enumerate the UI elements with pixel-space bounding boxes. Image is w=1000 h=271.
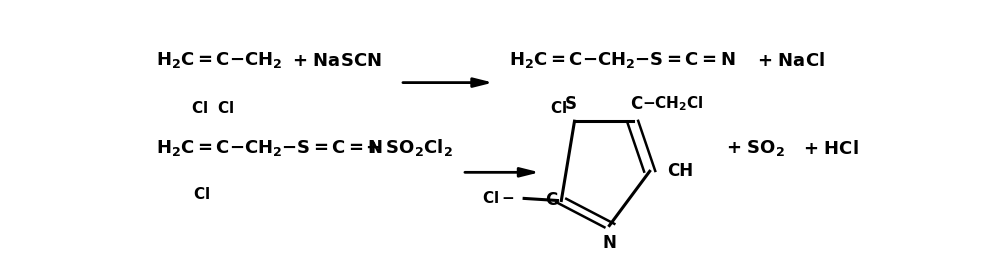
Text: C: C <box>630 95 643 113</box>
Text: $\mathbf{+\ NaCl}$: $\mathbf{+\ NaCl}$ <box>757 52 825 70</box>
Text: CH: CH <box>667 162 693 180</box>
Text: $\mathbf{-CH_2Cl}$: $\mathbf{-CH_2Cl}$ <box>642 94 704 113</box>
Text: $\mathbf{+\ HCl}$: $\mathbf{+\ HCl}$ <box>803 140 859 158</box>
Text: N: N <box>602 234 616 252</box>
Text: $\mathbf{H_2C{=}C{-}CH_2{-}S{=}C{=}N}$: $\mathbf{H_2C{=}C{-}CH_2{-}S{=}C{=}N}$ <box>509 50 735 70</box>
Text: $\mathbf{+\ SO_2Cl_2}$: $\mathbf{+\ SO_2Cl_2}$ <box>365 137 453 158</box>
Text: $\mathbf{+\ NaSCN}$: $\mathbf{+\ NaSCN}$ <box>292 52 381 70</box>
Text: $\mathbf{H_2C{=}C{-}CH_2}$: $\mathbf{H_2C{=}C{-}CH_2}$ <box>156 50 282 70</box>
Text: $\mathbf{H_2C{=}C{-}CH_2{-}S{=}C{=}N}$: $\mathbf{H_2C{=}C{-}CH_2{-}S{=}C{=}N}$ <box>156 138 383 158</box>
Text: $\mathbf{+\ SO_2}$: $\mathbf{+\ SO_2}$ <box>726 138 785 158</box>
Text: $\mathbf{Cl}$: $\mathbf{Cl}$ <box>550 100 567 116</box>
Text: $\mathbf{Cl\ \ Cl}$: $\mathbf{Cl\ \ Cl}$ <box>191 100 234 116</box>
Text: S: S <box>565 95 577 113</box>
Text: C: C <box>545 192 557 209</box>
Text: $\mathbf{Cl}$: $\mathbf{Cl}$ <box>193 186 210 202</box>
Text: $\mathbf{Cl-}$: $\mathbf{Cl-}$ <box>482 191 515 207</box>
